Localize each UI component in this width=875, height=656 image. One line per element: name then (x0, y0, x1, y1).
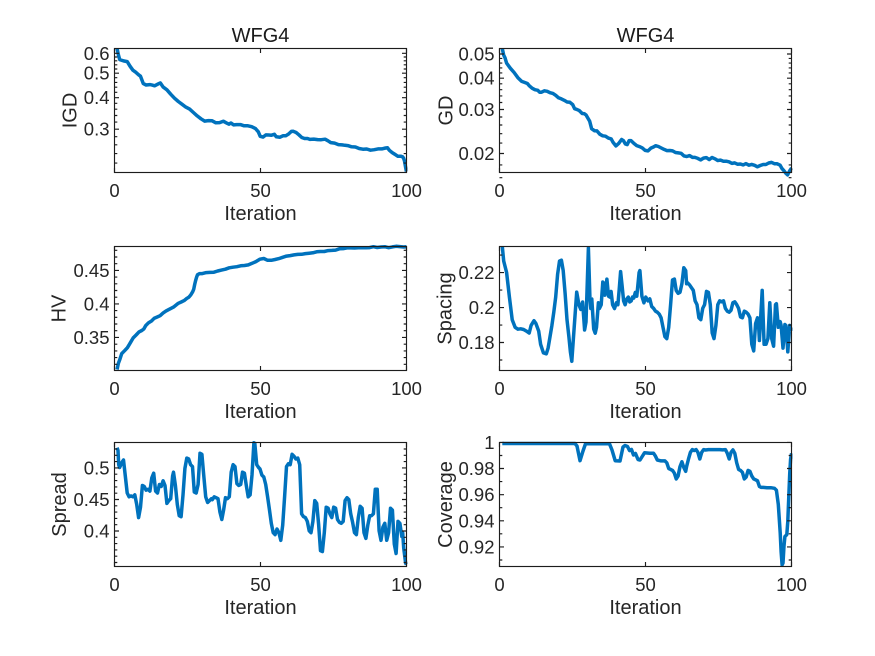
svg-text:1: 1 (484, 432, 494, 453)
svg-text:100: 100 (776, 378, 807, 399)
svg-text:0.92: 0.92 (458, 536, 494, 557)
svg-text:Iteration: Iteration (609, 203, 681, 225)
svg-text:50: 50 (635, 180, 656, 201)
svg-text:0.4: 0.4 (84, 87, 110, 108)
svg-text:100: 100 (776, 574, 807, 595)
svg-text:0.4: 0.4 (84, 293, 110, 314)
svg-text:WFG4: WFG4 (617, 25, 675, 47)
svg-text:Iteration: Iteration (609, 597, 681, 619)
svg-text:0.5: 0.5 (84, 457, 110, 478)
svg-text:WFG4: WFG4 (232, 25, 290, 47)
svg-text:0.3: 0.3 (84, 119, 110, 140)
svg-text:50: 50 (250, 574, 271, 595)
svg-text:50: 50 (250, 180, 271, 201)
svg-text:Iteration: Iteration (224, 203, 296, 225)
svg-text:0.04: 0.04 (458, 68, 494, 89)
svg-text:100: 100 (391, 574, 422, 595)
svg-text:0.98: 0.98 (458, 458, 494, 479)
svg-text:50: 50 (250, 378, 271, 399)
svg-text:Iteration: Iteration (224, 597, 296, 619)
svg-text:Spacing: Spacing (434, 272, 456, 344)
svg-text:0.45: 0.45 (73, 260, 109, 281)
svg-text:0: 0 (109, 180, 119, 201)
svg-text:0.35: 0.35 (73, 327, 109, 348)
svg-text:0.03: 0.03 (458, 99, 494, 120)
svg-text:0.4: 0.4 (84, 521, 110, 542)
svg-text:0.5: 0.5 (84, 63, 110, 84)
svg-text:0: 0 (494, 378, 504, 399)
svg-text:Iteration: Iteration (224, 401, 296, 423)
svg-text:GD: GD (435, 96, 457, 126)
svg-text:50: 50 (635, 574, 656, 595)
svg-text:100: 100 (776, 180, 807, 201)
svg-text:0.18: 0.18 (458, 332, 494, 353)
svg-text:0.45: 0.45 (73, 489, 109, 510)
svg-text:IGD: IGD (60, 93, 82, 129)
svg-text:100: 100 (391, 180, 422, 201)
svg-text:0.02: 0.02 (458, 143, 494, 164)
svg-text:0: 0 (109, 574, 119, 595)
svg-text:50: 50 (635, 378, 656, 399)
svg-text:0: 0 (109, 378, 119, 399)
svg-text:Coverage: Coverage (435, 461, 457, 548)
svg-text:0.22: 0.22 (458, 262, 494, 283)
svg-text:Iteration: Iteration (609, 401, 681, 423)
svg-text:0.6: 0.6 (84, 43, 110, 64)
svg-text:Spread: Spread (49, 472, 71, 537)
svg-text:0.94: 0.94 (458, 510, 494, 531)
svg-text:100: 100 (391, 378, 422, 399)
svg-text:0.05: 0.05 (458, 44, 494, 65)
svg-text:HV: HV (48, 294, 70, 322)
svg-text:0.2: 0.2 (469, 297, 495, 318)
svg-text:0.96: 0.96 (458, 484, 494, 505)
svg-text:0: 0 (494, 574, 504, 595)
svg-text:0: 0 (494, 180, 504, 201)
